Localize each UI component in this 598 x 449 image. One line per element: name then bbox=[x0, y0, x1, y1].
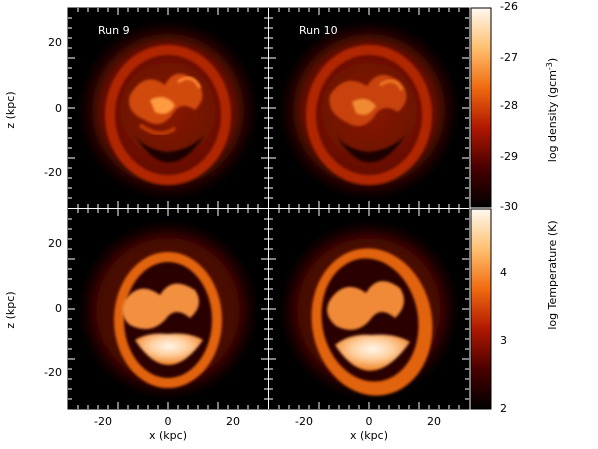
colorbar-density: -26 -27 -28 -29 -30 log density (gcm-3) bbox=[470, 0, 559, 213]
panel-label-run9: Run 9 bbox=[98, 24, 130, 37]
colorbar-tick-label: -28 bbox=[500, 99, 518, 112]
colorbar-temperature: 4 3 2 log Temperature (K) bbox=[470, 208, 559, 415]
colorbar-temperature-title: log Temperature (K) bbox=[546, 220, 559, 329]
colorbar-tick-label: -30 bbox=[500, 200, 518, 213]
colorbar-tick-label: -27 bbox=[500, 51, 518, 64]
x-tick-label: 0 bbox=[165, 415, 172, 428]
x-tick-label: 20 bbox=[427, 415, 441, 428]
colorbar-tick-label: 3 bbox=[500, 334, 507, 347]
panel-top-right bbox=[269, 8, 469, 208]
colorbar-tick-label: -26 bbox=[500, 0, 518, 13]
panel-top-left bbox=[68, 8, 268, 208]
panel-label-run10: Run 10 bbox=[299, 24, 338, 37]
y-tick-label: -20 bbox=[44, 366, 62, 379]
x-axis-label-left: x (kpc) bbox=[149, 429, 187, 442]
x-axis-label-right: x (kpc) bbox=[350, 429, 388, 442]
x-tick-label: 20 bbox=[226, 415, 240, 428]
colorbar-tick-label: 2 bbox=[500, 402, 507, 415]
x-tick-label: -20 bbox=[94, 415, 112, 428]
colorbar-density-title: log density (gcm-3) bbox=[545, 58, 559, 162]
tick-marks bbox=[68, 8, 469, 409]
y-tick-label: 0 bbox=[55, 102, 62, 115]
y-tick-label: 20 bbox=[48, 36, 62, 49]
y-tick-label: 0 bbox=[55, 302, 62, 315]
y-axis-label-top: z (kpc) bbox=[4, 91, 17, 128]
x-tick-label: -20 bbox=[295, 415, 313, 428]
x-tick-label: 0 bbox=[366, 415, 373, 428]
colorbar-tick-label: -29 bbox=[500, 150, 518, 163]
colorbar-tick-label: 4 bbox=[500, 266, 507, 279]
panel-bottom-left bbox=[68, 209, 268, 409]
panel-frames bbox=[67, 7, 470, 410]
y-tick-label: 20 bbox=[48, 237, 62, 250]
panel-bottom-right bbox=[269, 209, 469, 409]
y-tick-label: -20 bbox=[44, 166, 62, 179]
y-axis-label-bottom: z (kpc) bbox=[4, 291, 17, 328]
